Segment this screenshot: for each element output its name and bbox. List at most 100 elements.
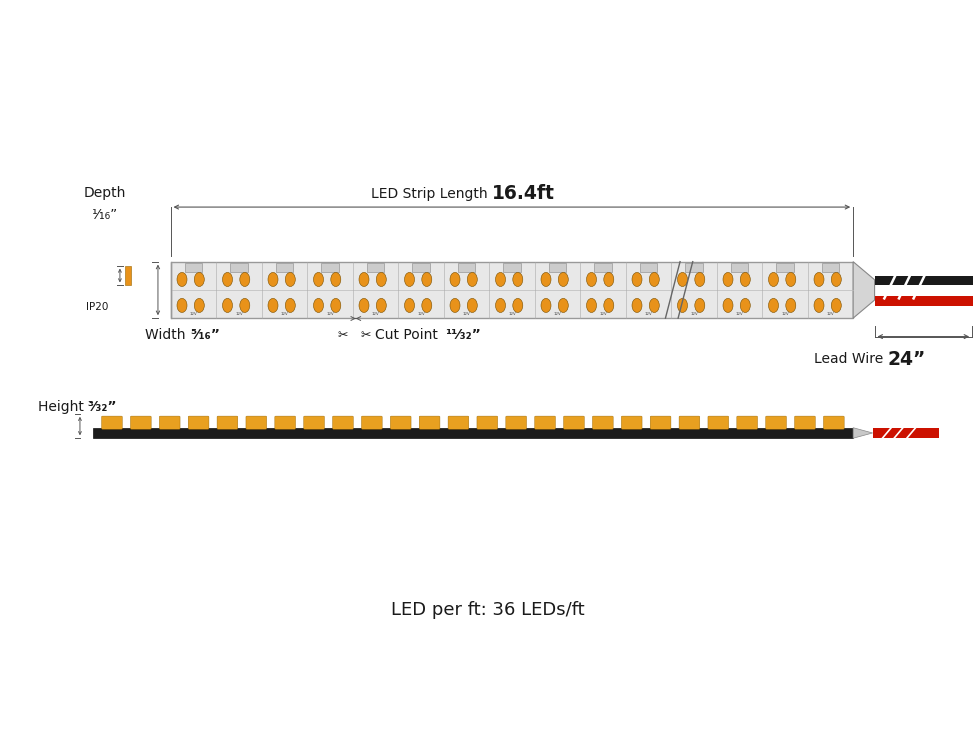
Text: 12V: 12V [690, 312, 698, 316]
Ellipse shape [194, 273, 205, 287]
Ellipse shape [450, 273, 460, 287]
Bar [875, 276, 973, 285]
FancyBboxPatch shape [332, 416, 353, 429]
Bar [549, 264, 566, 273]
Bar [594, 264, 611, 273]
Bar [730, 264, 748, 273]
Ellipse shape [723, 298, 733, 312]
Ellipse shape [177, 298, 187, 312]
Ellipse shape [286, 298, 295, 312]
Text: Cut Point: Cut Point [375, 328, 443, 342]
Ellipse shape [723, 273, 733, 287]
Text: Depth: Depth [83, 185, 126, 200]
FancyBboxPatch shape [679, 416, 700, 429]
FancyBboxPatch shape [593, 416, 613, 429]
Text: 12V: 12V [235, 312, 243, 316]
Ellipse shape [268, 298, 278, 312]
FancyBboxPatch shape [217, 416, 238, 429]
Text: ¹⁄₁₆”: ¹⁄₁₆” [92, 208, 117, 222]
FancyBboxPatch shape [564, 416, 584, 429]
Ellipse shape [814, 273, 824, 287]
FancyBboxPatch shape [448, 416, 469, 429]
Bar [321, 264, 338, 273]
Bar [412, 264, 430, 273]
Bar [875, 296, 973, 306]
Ellipse shape [604, 298, 614, 312]
Ellipse shape [649, 298, 659, 312]
Text: 16.4ft: 16.4ft [492, 184, 555, 203]
Ellipse shape [240, 273, 250, 287]
Ellipse shape [359, 273, 369, 287]
Text: 12V: 12V [281, 312, 289, 316]
FancyBboxPatch shape [390, 416, 411, 429]
Bar [93, 428, 853, 438]
Ellipse shape [832, 298, 841, 312]
FancyBboxPatch shape [477, 416, 497, 429]
FancyBboxPatch shape [101, 416, 122, 429]
Text: LED Strip Length: LED Strip Length [371, 187, 492, 200]
Bar [873, 428, 939, 437]
FancyBboxPatch shape [419, 416, 440, 429]
FancyBboxPatch shape [708, 416, 728, 429]
Ellipse shape [314, 298, 324, 312]
Ellipse shape [541, 273, 551, 287]
Ellipse shape [177, 273, 187, 287]
Ellipse shape [541, 298, 551, 312]
Ellipse shape [678, 298, 687, 312]
Ellipse shape [495, 298, 505, 312]
Ellipse shape [832, 273, 841, 287]
Ellipse shape [768, 273, 778, 287]
Text: Width: Width [145, 328, 190, 342]
Text: Lead Wire: Lead Wire [813, 352, 887, 366]
Ellipse shape [649, 273, 659, 287]
Ellipse shape [632, 273, 642, 287]
Ellipse shape [632, 298, 642, 312]
Bar [776, 264, 794, 273]
Ellipse shape [513, 273, 523, 287]
Ellipse shape [194, 298, 205, 312]
Ellipse shape [786, 273, 796, 287]
Bar [367, 264, 384, 273]
Bar [503, 264, 521, 273]
Bar [276, 264, 293, 273]
Text: LED per ft: 36 LEDs/ft: LED per ft: 36 LEDs/ft [391, 601, 584, 619]
Text: 12V: 12V [735, 312, 743, 316]
Text: 12V: 12V [827, 312, 835, 316]
Bar [457, 264, 475, 273]
Bar [822, 264, 839, 273]
Ellipse shape [559, 298, 568, 312]
FancyBboxPatch shape [362, 416, 382, 429]
FancyBboxPatch shape [303, 416, 325, 429]
Ellipse shape [695, 298, 705, 312]
Text: 12V: 12V [326, 312, 333, 316]
Ellipse shape [268, 273, 278, 287]
Ellipse shape [405, 298, 414, 312]
Ellipse shape [604, 273, 614, 287]
Ellipse shape [222, 273, 232, 287]
Text: ⁵⁄₁₆”: ⁵⁄₁₆” [190, 328, 220, 342]
FancyBboxPatch shape [159, 416, 180, 429]
Polygon shape [853, 262, 875, 318]
Text: 12V: 12V [189, 312, 197, 316]
Bar [230, 264, 248, 273]
Text: 12V: 12V [644, 312, 652, 316]
Bar [171, 262, 853, 318]
Ellipse shape [814, 298, 824, 312]
Text: IP20: IP20 [87, 302, 108, 312]
FancyBboxPatch shape [188, 416, 209, 429]
FancyBboxPatch shape [275, 416, 295, 429]
FancyBboxPatch shape [534, 416, 556, 429]
Text: ³⁄₃₂”: ³⁄₃₂” [88, 400, 117, 413]
Ellipse shape [768, 298, 778, 312]
Text: 12V: 12V [508, 312, 516, 316]
FancyBboxPatch shape [131, 416, 151, 429]
Text: 12V: 12V [417, 312, 425, 316]
Text: ¹¹⁄₃₂”: ¹¹⁄₃₂” [446, 328, 482, 342]
Ellipse shape [587, 298, 597, 312]
Text: ✂: ✂ [338, 328, 348, 342]
Ellipse shape [695, 273, 705, 287]
FancyBboxPatch shape [824, 416, 844, 429]
Text: 12V: 12V [554, 312, 562, 316]
Ellipse shape [587, 273, 597, 287]
Ellipse shape [513, 298, 523, 312]
